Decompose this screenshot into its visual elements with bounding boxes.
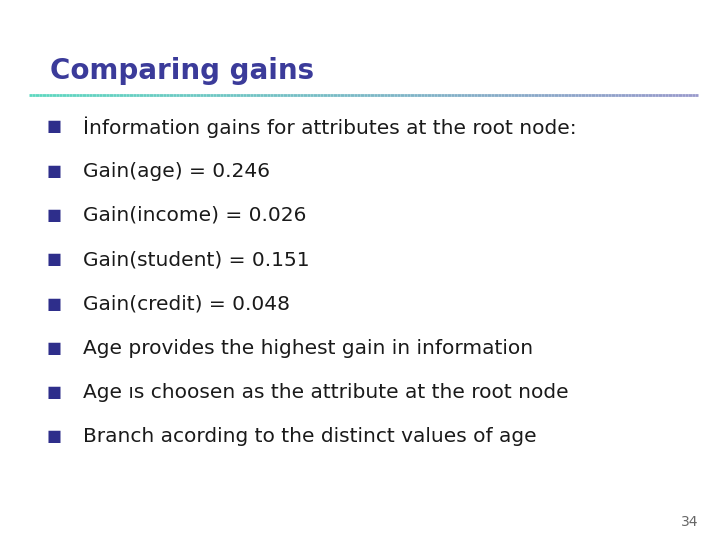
Text: Gain(student) = 0.151: Gain(student) = 0.151 xyxy=(83,250,310,269)
Text: İnformation gains for attributes at the root node:: İnformation gains for attributes at the … xyxy=(83,116,577,138)
Text: Gain(income) = 0.026: Gain(income) = 0.026 xyxy=(83,206,306,225)
Text: ■: ■ xyxy=(47,119,62,134)
Text: ■: ■ xyxy=(47,296,62,312)
Text: ■: ■ xyxy=(47,429,62,444)
Text: Age provides the highest gain in information: Age provides the highest gain in informa… xyxy=(83,339,533,358)
Text: Gain(age) = 0.246: Gain(age) = 0.246 xyxy=(83,161,270,181)
Text: ■: ■ xyxy=(47,164,62,179)
Text: Comparing gains: Comparing gains xyxy=(50,57,315,85)
Text: ■: ■ xyxy=(47,208,62,223)
Text: Gain(credit) = 0.048: Gain(credit) = 0.048 xyxy=(83,294,289,314)
Text: ■: ■ xyxy=(47,252,62,267)
Text: Age ıs choosen as the attribute at the root node: Age ıs choosen as the attribute at the r… xyxy=(83,383,568,402)
Text: Branch acording to the distinct values of age: Branch acording to the distinct values o… xyxy=(83,427,536,447)
Text: 34: 34 xyxy=(681,515,698,529)
Text: ■: ■ xyxy=(47,341,62,356)
Text: ■: ■ xyxy=(47,385,62,400)
